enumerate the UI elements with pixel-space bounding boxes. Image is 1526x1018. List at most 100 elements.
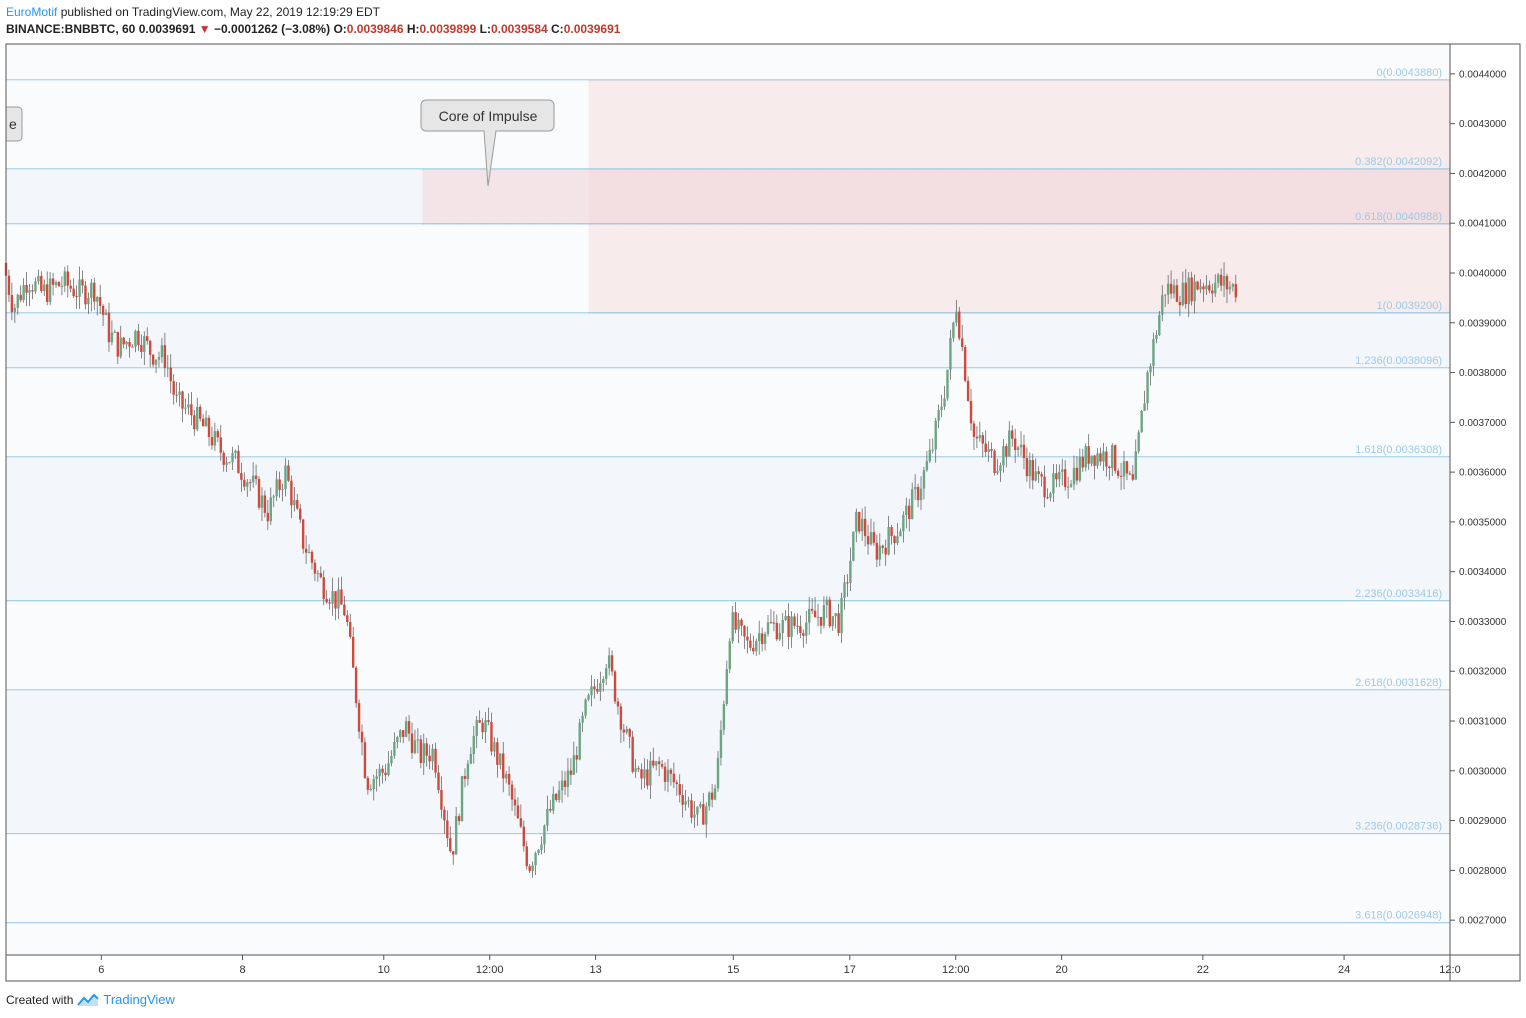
candle-body (522, 826, 526, 847)
candle (908, 498, 911, 532)
candle-body (993, 450, 996, 474)
candle-body (210, 436, 214, 446)
candle (1128, 470, 1132, 476)
candle (528, 863, 531, 873)
candle (1222, 262, 1226, 297)
candle (151, 353, 155, 368)
candle (649, 751, 652, 800)
candle-body (269, 497, 272, 522)
candle-body (225, 462, 228, 465)
candle (799, 615, 802, 638)
candle-body (728, 641, 731, 670)
candle (837, 603, 840, 636)
candle-body (475, 720, 478, 736)
core-of-impulse-callout[interactable]: Core of Impulse (420, 99, 555, 187)
candle (866, 524, 870, 555)
candle (128, 337, 131, 358)
candle-body (984, 443, 987, 452)
candle-body (304, 548, 308, 553)
author-name[interactable]: EuroMotif (6, 5, 58, 19)
candle (984, 430, 987, 457)
candle-body (840, 597, 843, 634)
candle-body (1099, 453, 1102, 462)
candle (1196, 280, 1199, 291)
candle (504, 771, 508, 784)
open-value: 0.0039846 (346, 22, 404, 36)
candle (796, 613, 799, 635)
candle-body (525, 846, 528, 867)
candle (1125, 460, 1129, 481)
candle-body (431, 748, 434, 762)
candle-body (172, 381, 175, 395)
candle (663, 762, 667, 791)
candle-body (107, 312, 111, 343)
candle (125, 341, 128, 350)
candle (607, 647, 611, 676)
candle-body (834, 613, 837, 617)
candle (652, 747, 655, 769)
candle-body (931, 449, 934, 451)
candle (190, 391, 193, 426)
candle (228, 461, 231, 464)
candle (810, 598, 814, 614)
candle-body (702, 804, 705, 825)
candle (1090, 455, 1093, 467)
candle-body (93, 282, 96, 302)
candle (934, 417, 937, 463)
candle-body (422, 743, 425, 763)
candle-body (1169, 283, 1173, 294)
candle-body (763, 633, 767, 644)
candle-body (972, 423, 976, 437)
candle-body (572, 755, 576, 775)
candle (613, 669, 617, 704)
candle-body (366, 777, 370, 790)
candle-body (1084, 446, 1087, 468)
candle-body (710, 792, 714, 800)
candle-body (146, 336, 149, 341)
candle (1140, 410, 1143, 433)
candle-body (613, 671, 617, 702)
tradingview-brand[interactable]: TradingView (103, 992, 175, 1007)
candle (1149, 363, 1152, 386)
candle (493, 737, 496, 757)
candle-body (116, 331, 120, 357)
candle-body (272, 496, 275, 498)
candle (719, 720, 723, 766)
candle (531, 861, 534, 878)
candle-body (325, 598, 328, 603)
fib-band (6, 312, 1450, 368)
candle-body (825, 599, 829, 606)
candle (469, 747, 473, 765)
candle-body (434, 748, 437, 773)
candle-body (987, 449, 990, 452)
candle-body (399, 730, 402, 738)
candle (634, 759, 637, 778)
candle-body (196, 406, 199, 430)
candle (978, 421, 982, 442)
candle (1055, 464, 1058, 488)
candle-body (796, 625, 799, 627)
candle-body (787, 616, 790, 637)
candle-body (628, 729, 631, 737)
candle-body (919, 488, 923, 501)
candle (546, 795, 549, 832)
fib-label-1.618: 1.618(0.0036308) (1355, 444, 1442, 456)
candle-body (887, 527, 890, 555)
candle (1046, 488, 1049, 500)
candle (602, 676, 605, 692)
candle-body (925, 461, 929, 471)
candle-body (696, 806, 699, 815)
candle (755, 638, 758, 656)
candle (178, 382, 181, 407)
candle (381, 765, 384, 784)
candle-body (502, 753, 505, 779)
candle (549, 800, 552, 813)
left-truncated-callout[interactable]: e (5, 106, 23, 142)
candle (587, 693, 590, 702)
candle-body (198, 406, 202, 419)
candle-body (949, 338, 952, 370)
candle (54, 280, 58, 288)
candle-body (669, 769, 673, 774)
candle (63, 266, 67, 293)
